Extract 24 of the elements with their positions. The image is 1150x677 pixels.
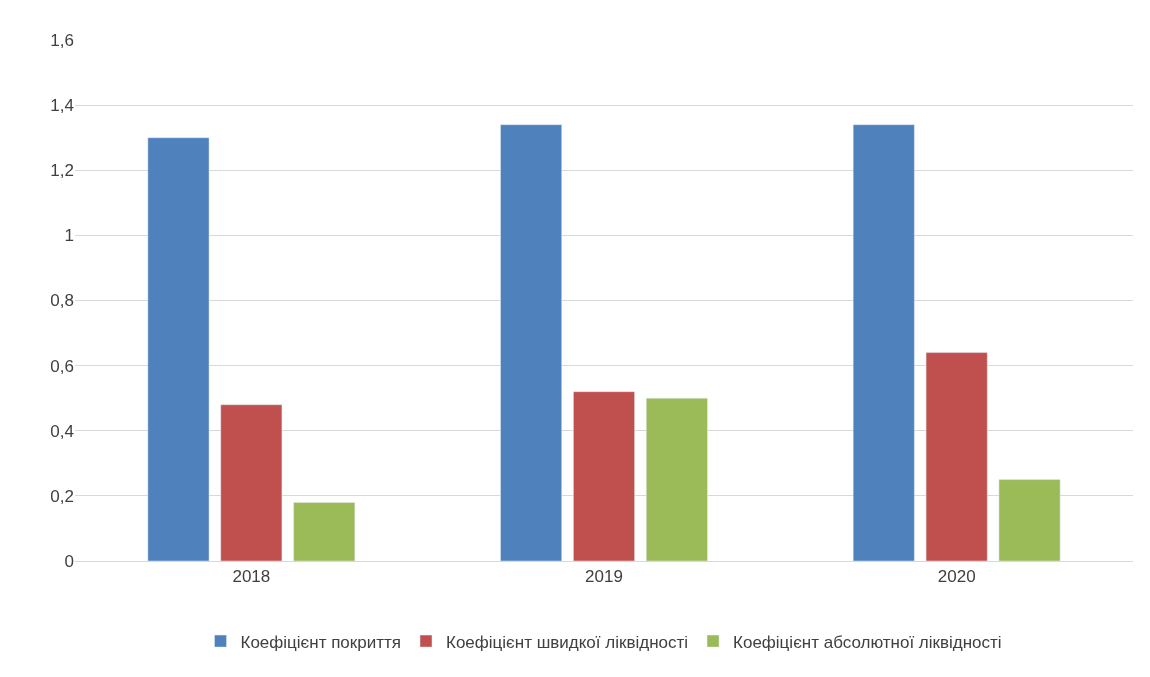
y-tick-label: 0 <box>64 551 74 571</box>
y-tick-label: 0,8 <box>50 291 74 311</box>
y-tick-label: 0,6 <box>50 356 74 376</box>
legend-label: Коефіцієнт абсолютної ліквідності <box>733 632 1002 652</box>
bar <box>573 391 635 561</box>
x-tick-label: 2020 <box>937 567 976 587</box>
bar <box>646 397 708 561</box>
y-tick-label: 0,2 <box>50 486 74 506</box>
legend-label: Коефіцієнт покриття <box>240 632 401 652</box>
y-tick-label: 1,4 <box>50 96 74 116</box>
bar <box>998 479 1061 561</box>
x-tick-label: 2018 <box>232 567 271 587</box>
y-tick-label: 1 <box>64 226 74 246</box>
bar <box>147 137 210 561</box>
bar <box>500 124 562 561</box>
x-tick-label: 2019 <box>585 567 623 587</box>
bar <box>925 352 988 561</box>
bar <box>220 404 283 561</box>
bar <box>293 502 356 561</box>
y-tick-label: 0,4 <box>50 421 74 441</box>
y-tick-label: 1,2 <box>50 161 74 181</box>
legend-label: Коефіцієнт швидкої ліквідності <box>446 632 689 652</box>
y-tick-label: 1,6 <box>50 30 74 50</box>
bar <box>852 124 915 561</box>
